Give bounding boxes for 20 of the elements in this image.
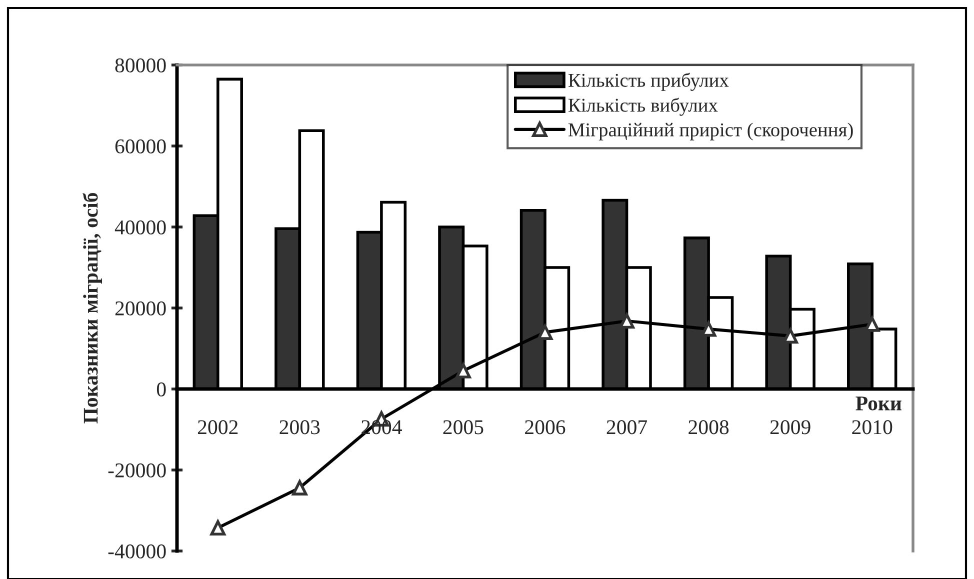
y-tick-label: 0	[156, 382, 166, 396]
x-tick-label: 2002	[198, 420, 238, 434]
x-tick-label: 2008	[688, 420, 729, 434]
y-tick-label: 40000	[114, 220, 166, 234]
x-tick-label: 2010	[852, 420, 892, 434]
x-tick-label: 2003	[280, 420, 320, 434]
x-tick-label: 2009	[770, 420, 810, 434]
y-tick-label: 20000	[115, 301, 166, 316]
y-tick-label: -40000	[108, 544, 166, 558]
y-axis-title: Показники міграції, осіб	[82, 192, 102, 424]
x-tick-label: 2007	[606, 420, 648, 434]
x-tick-label: 2005	[443, 420, 484, 434]
x-axis-title: Роки	[856, 396, 902, 410]
legend-label: Кількість вибулих	[568, 98, 718, 116]
x-tick-label: 2006	[525, 420, 566, 434]
legend-label: Міграційний приріст (скорочення)	[568, 122, 853, 140]
y-tick-label: 80000	[115, 58, 166, 72]
legend-label: Кількість прибулих	[568, 72, 729, 91]
y-tick-label: -20000	[108, 463, 166, 478]
y-tick-label: 60000	[115, 139, 166, 154]
